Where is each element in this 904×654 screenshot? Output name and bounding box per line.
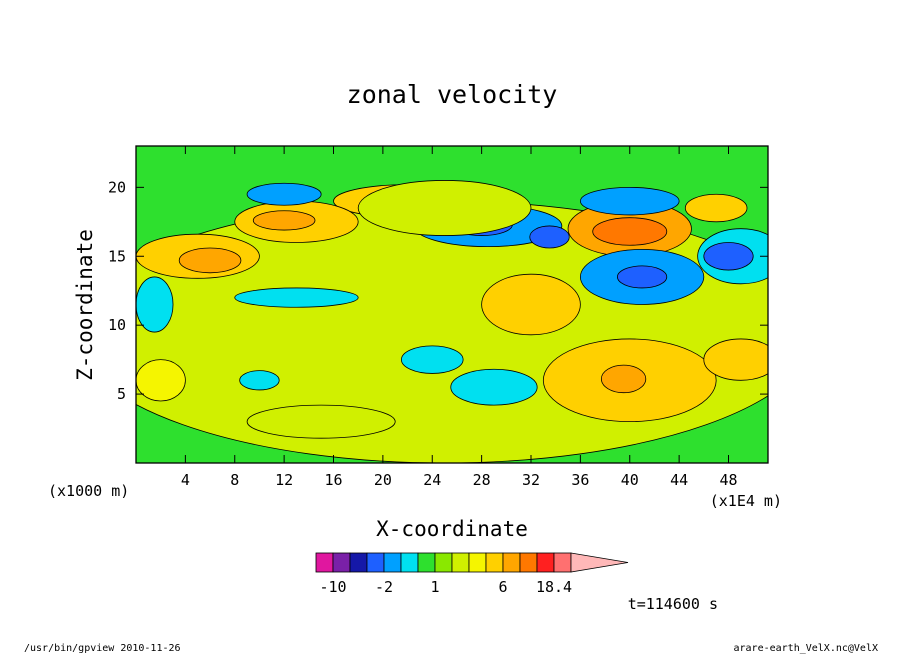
colorbar-cell-5 (400, 552, 419, 573)
x-tick-label: 16 (324, 471, 342, 489)
x-axis-ticks: 4 8 12 16 20 24 28 32 36 40 44 48 (181, 146, 738, 489)
colorbar-cell-4 (383, 552, 402, 573)
colorbar-cell-6 (417, 552, 436, 573)
colorbar-cell-3 (366, 552, 385, 573)
field-regions (136, 180, 768, 463)
x-unit-label: (x1000 m) (48, 482, 129, 500)
colorbar-label: -2 (375, 578, 393, 596)
contour-region-29 (357, 180, 532, 236)
colorbar-label: 18.4 (536, 578, 572, 596)
colorbar-cell-9 (468, 552, 487, 573)
colorbar-cell-0 (315, 552, 334, 573)
contour-region-2 (178, 247, 242, 274)
contour-region-21 (450, 368, 538, 406)
contour-region-9 (579, 186, 680, 216)
colorbar-label: -10 (319, 578, 346, 596)
contour-region-23 (239, 370, 280, 391)
x-tick-label: 8 (230, 471, 239, 489)
colorbar-cell-1 (332, 552, 351, 573)
colorbar-labels: -10 -2 1 6 18.4 (319, 578, 572, 596)
colorbar-cell-7 (434, 552, 453, 573)
y-tick-label: 20 (108, 178, 126, 196)
contour-region-19 (600, 364, 647, 394)
y-tick-label: 15 (108, 247, 126, 265)
x-axis-label: X-coordinate (376, 517, 528, 541)
colorbar-cell-14 (553, 552, 572, 573)
x-tick-label: 4 (181, 471, 190, 489)
contour-region-20 (703, 338, 768, 381)
contour-region-8 (592, 217, 668, 246)
colorbar (315, 552, 629, 573)
contour-region-22 (400, 345, 464, 374)
x-tick-label: 48 (719, 471, 737, 489)
colorbar-cell-2 (349, 552, 368, 573)
colorbar-label: 1 (430, 578, 439, 596)
colorbar-label: 6 (498, 578, 507, 596)
colorbar-cell-8 (451, 552, 470, 573)
contour-region-13 (703, 242, 754, 271)
y-axis-ticks: 5 10 15 20 (108, 178, 768, 403)
x-tick-label: 12 (275, 471, 293, 489)
colorbar-cell-15 (570, 552, 629, 573)
x-tick-label: 24 (423, 471, 441, 489)
colorbar-cell-12 (519, 552, 538, 573)
x-tick-label: 44 (670, 471, 688, 489)
contour-region-28 (246, 404, 396, 439)
contour-region-27 (136, 359, 186, 402)
footer-left: /usr/bin/gpview 2010-11-26 (24, 643, 181, 654)
y-axis-label: Z-coordinate (73, 229, 97, 381)
contour-region-16 (252, 210, 316, 231)
x-scale-note: (x1E4 m) (710, 492, 782, 510)
colorbar-cell-10 (485, 552, 504, 573)
x-tick-label: 32 (522, 471, 540, 489)
x-tick-label: 20 (374, 471, 392, 489)
contour-region-14 (684, 193, 748, 223)
contour-region-26 (246, 182, 322, 206)
x-tick-label: 28 (473, 471, 491, 489)
contour-region-17 (481, 273, 581, 336)
y-tick-label: 10 (108, 316, 126, 334)
colorbar-cell-13 (536, 552, 555, 573)
y-tick-label: 5 (117, 385, 126, 403)
plot-frame (135, 145, 769, 464)
chart-title: zonal velocity (347, 80, 558, 109)
contour-region-11 (617, 265, 668, 289)
colorbar-cell-11 (502, 552, 521, 573)
contour-region-25 (234, 287, 359, 308)
time-label: t=114600 s (628, 595, 718, 613)
x-tick-label: 40 (621, 471, 639, 489)
x-tick-label: 36 (571, 471, 589, 489)
contour-region-24 (136, 276, 174, 333)
contour-region-6 (529, 225, 570, 249)
footer-right: arare-earth_VelX.nc@VelX (734, 643, 879, 654)
